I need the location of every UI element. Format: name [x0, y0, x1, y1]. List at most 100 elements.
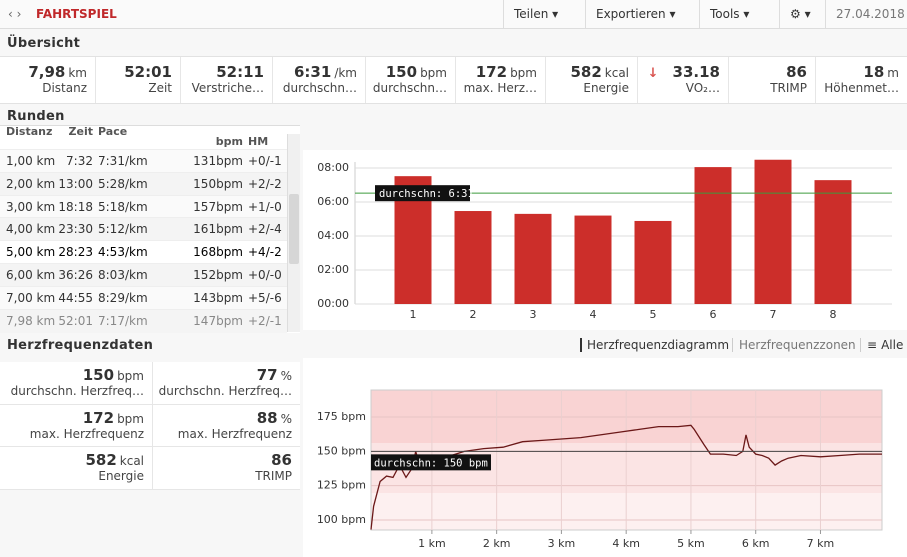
bar [814, 180, 852, 304]
stat-value: 52:01 [96, 63, 172, 81]
export-label: Exportieren [596, 7, 666, 21]
lap-cell: +1/-0 [248, 199, 282, 214]
lap-row[interactable]: 1,00 km 7:32 7:31/km 131bpm +0/-1 [0, 149, 287, 173]
hr-stat-value: 86 [153, 451, 292, 469]
lap-cell: 23:30 [58, 222, 93, 237]
lap-row[interactable]: 7,98 km 52:01 7:17/km 147bpm +2/-1 [0, 308, 287, 333]
stat-unit: kcal [604, 66, 629, 80]
hr-stat-unit: bpm [117, 411, 144, 426]
lap-cell: +2/-1 [248, 313, 282, 328]
hr-stat-number: 88 [256, 408, 278, 427]
lap-cell: 4,00 km [6, 222, 56, 237]
lap-cell: +4/-2 [248, 245, 282, 260]
stat-value: 86 [729, 63, 807, 81]
stat-number: 86 [786, 63, 807, 81]
lap-row[interactable]: 7,00 km 44:55 8:29/km 143bpm +5/-6 [0, 285, 287, 310]
lap-row[interactable]: 2,00 km 13:00 5:28/km 150bpm +2/-2 [0, 171, 287, 196]
lap-row[interactable]: 5,00 km 28:23 4:53/km 168bpm +4/-2 [0, 240, 287, 265]
lap-cell: 1,00 km [6, 154, 56, 168]
stat-cell: 582 kcal Energie [545, 57, 637, 103]
lap-cell: 8:03/km [98, 268, 148, 282]
tab-label: Herzfrequenzzonen [739, 338, 856, 352]
stat-label: TRIMP [770, 81, 807, 95]
x-tick-label: 8 [830, 308, 837, 321]
heart-rate-tab[interactable]: ≡ Alle [860, 338, 903, 352]
lap-row[interactable]: 3,00 km 18:18 5:18/km 157bpm +1/-0 [0, 194, 287, 219]
hr-stat-value: 150 bpm [0, 366, 144, 384]
hr-stat-number: 150 [82, 366, 115, 384]
stat-cell: 7,98 km Distanz [0, 57, 95, 103]
bar [634, 220, 672, 304]
lap-cell: 3,00 km [6, 199, 56, 214]
y-tick-label: 06:00 [317, 195, 349, 208]
share-button[interactable]: Teilen ▾ [503, 0, 585, 28]
hr-stat-label: TRIMP [255, 469, 292, 484]
average-label-bg [375, 185, 470, 202]
stat-label: Zeit [148, 81, 172, 95]
stat-label: Verstriche… [191, 81, 264, 95]
stat-label: Höhenmet… [824, 81, 899, 95]
lap-row[interactable]: 4,00 km 23:30 5:12/km 161bpm +2/-4 [0, 217, 287, 242]
x-tick-label: 3 [530, 308, 537, 321]
y-tick-label: 125 bpm [317, 479, 366, 492]
heart-rate-tab[interactable]: Herzfrequenzdiagramm [580, 338, 729, 352]
x-tick-label: 1 [410, 308, 417, 321]
settings-button[interactable]: ⚙ ▾ [779, 0, 825, 28]
hr-stat-value: 77% [153, 366, 292, 384]
list-icon: ≡ [867, 338, 878, 352]
lap-cell: 28:23 [58, 245, 93, 260]
lap-cell: 131bpm [193, 154, 243, 168]
stat-number: 52:11 [216, 63, 264, 81]
lap-cell: 5,00 km [6, 245, 56, 260]
lap-cell: +0/-0 [248, 268, 282, 282]
hr-stat-number: 172 [82, 408, 115, 427]
hr-stat-unit: % [280, 411, 292, 426]
lap-cell: +2/-2 [248, 176, 282, 191]
hr-stat-unit: kcal [119, 454, 144, 469]
lap-cell: 150bpm [193, 176, 243, 191]
lap-row[interactable]: 6,00 km 36:26 8:03/km 152bpm +0/-0 [0, 263, 287, 287]
nav-arrows[interactable]: ‹ › [8, 7, 22, 21]
stat-value: 582 kcal [546, 63, 629, 81]
overview-stats: 7,98 km Distanz 52:01 Zeit 52:11 Verstriche… 6:… [0, 56, 907, 104]
hr-stat-cell: 86 TRIMP [152, 447, 300, 491]
stat-number: 18 [863, 63, 885, 81]
x-tick-label: 4 [590, 308, 597, 321]
lap-cell: 5:18/km [98, 199, 148, 214]
laps-table: Distanz Zeit Pace bpm HM 1,00 km 7:32 7:31/km 13… [0, 125, 300, 333]
hr-stat-unit: bpm [117, 369, 144, 383]
lap-cell: 7:17/km [98, 313, 148, 328]
bar [454, 211, 492, 304]
lap-cell: 18:18 [58, 199, 93, 214]
laps-header: Distanz Zeit Pace bpm HM [0, 126, 287, 148]
lap-cell: +0/-1 [248, 154, 282, 168]
y-tick-label: 02:00 [317, 263, 349, 276]
x-tick-label: 6 [710, 308, 717, 321]
hr-stat-cell: 150 bpm durchschn. Herzfreq… [0, 362, 152, 405]
hr-stat-cell: 582 kcal Energie [0, 447, 152, 491]
stat-cell: 86 TRIMP [728, 57, 815, 103]
y-tick-label: 04:00 [317, 229, 349, 242]
overview-title: Übersicht [7, 36, 81, 51]
stat-number: 33.18 [672, 63, 720, 81]
stat-value: ↓ 33.18 [638, 63, 720, 81]
tools-button[interactable]: Tools ▾ [699, 0, 779, 28]
heart-rate-tab[interactable]: Herzfrequenzzonen [732, 338, 856, 352]
hr-stat-value: 582 kcal [0, 451, 144, 469]
column-header: HM [248, 135, 269, 148]
scrollbar-thumb[interactable] [289, 194, 299, 264]
lap-cell: 8:29/km [98, 290, 148, 305]
lap-cell: 6,00 km [6, 268, 56, 282]
lap-cell: 2,00 km [6, 176, 56, 191]
y-tick-label: 150 bpm [317, 444, 366, 457]
stat-label: max. Herz… [463, 81, 537, 95]
lap-cell: 44:55 [58, 290, 93, 305]
heart-rate-stats: 150 bpm durchschn. Herzfreq… 77% durchschn. … [0, 362, 300, 491]
x-tick-label: 2 [470, 308, 477, 321]
x-tick-label: 5 km [677, 537, 705, 550]
x-tick-label: 7 km [807, 537, 835, 550]
export-button[interactable]: Exportieren ▾ [585, 0, 699, 28]
stat-cell: 150 bpm durchschn… [365, 57, 455, 103]
scrollbar[interactable] [287, 134, 300, 332]
